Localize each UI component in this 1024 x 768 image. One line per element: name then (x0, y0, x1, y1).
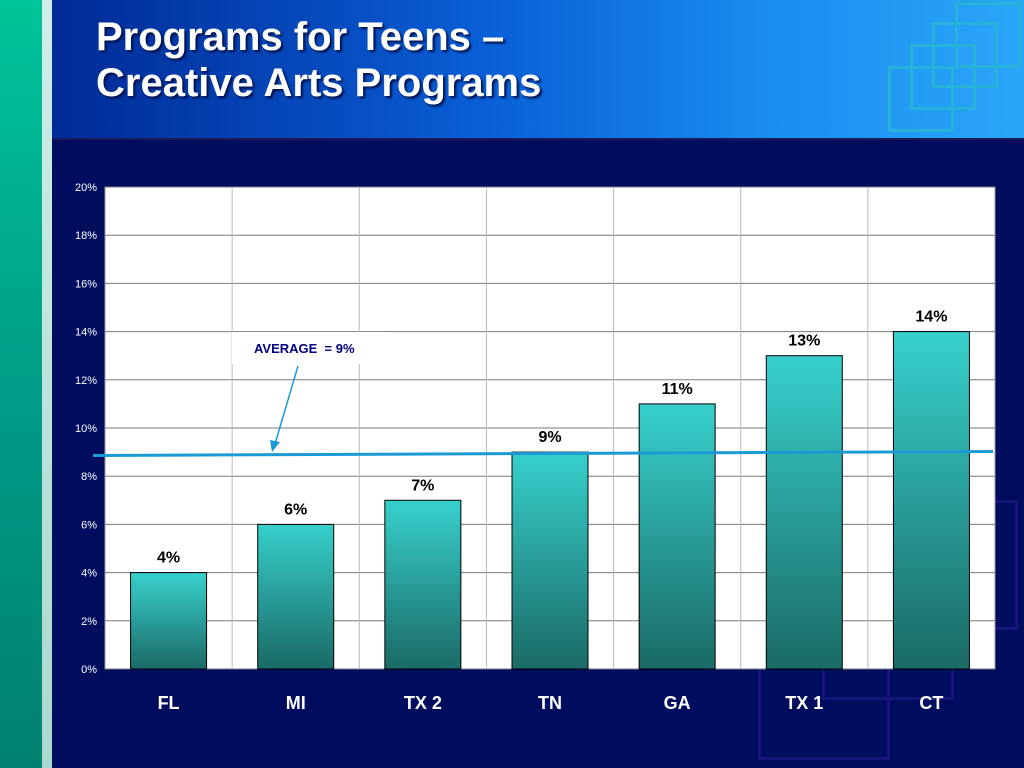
annotation-box (232, 332, 390, 364)
x-tick-label: TX 2 (404, 693, 442, 713)
y-tick-label: 18% (75, 230, 97, 242)
bar-tn (511, 451, 589, 670)
y-tick-label: 2% (81, 616, 97, 628)
annotation-arrow (274, 365, 299, 445)
x-tick-label: TN (538, 693, 562, 713)
left-accent-stripe (42, 0, 52, 768)
y-tick-label: 14% (75, 327, 97, 339)
bar-ga (638, 403, 716, 670)
data-labels: 4% 6% 7% 9% 11% 13% 14% (157, 309, 947, 567)
average-label: AVERAGE = 9% (254, 341, 355, 356)
x-tick-label: CT (919, 693, 943, 713)
y-tick-label: 4% (81, 568, 97, 580)
data-label: 14% (915, 309, 947, 326)
deco-square (932, 22, 998, 88)
x-axis: FL MI TX 2 TN GA TX 1 CT (158, 693, 944, 713)
left-accent-bar (0, 0, 42, 768)
y-tick-label: 12% (75, 375, 97, 387)
x-tick-label: GA (664, 693, 691, 713)
arrow-head-icon (270, 440, 280, 452)
title-banner (52, 0, 1024, 140)
deco-square (888, 66, 954, 132)
bar-tx-1 (765, 355, 843, 670)
bar-tx-2 (384, 499, 462, 670)
bar-fl (130, 572, 208, 670)
y-tick-label: 20% (75, 182, 97, 194)
average-line (92, 450, 994, 458)
data-label: 6% (284, 501, 307, 518)
gridlines (105, 186, 995, 670)
data-label: 7% (411, 477, 434, 494)
y-tick-label: 0% (81, 664, 97, 676)
data-label: 9% (538, 429, 561, 446)
bars (130, 331, 970, 670)
deco-square (955, 2, 1021, 68)
data-label: 13% (788, 333, 820, 350)
deco-square (910, 44, 976, 110)
average-annotation: AVERAGE = 9% (92, 332, 994, 458)
y-tick-label: 10% (75, 423, 97, 435)
x-tick-label: MI (286, 693, 306, 713)
x-tick-label: FL (158, 693, 180, 713)
data-label: 11% (662, 381, 693, 398)
y-tick-label: 16% (75, 278, 97, 290)
slide-title: Programs for Teens – Creative Arts Progr… (96, 15, 542, 105)
data-label: 4% (157, 550, 180, 567)
bar-mi (257, 523, 335, 670)
y-tick-label: 8% (81, 471, 97, 483)
y-axis: 0% 2% 4% 6% 8% 10% 12% 14% 16% 18% 20% (75, 182, 97, 676)
y-tick-label: 6% (81, 519, 97, 531)
x-tick-label: TX 1 (785, 693, 823, 713)
bar-ct (892, 331, 970, 670)
